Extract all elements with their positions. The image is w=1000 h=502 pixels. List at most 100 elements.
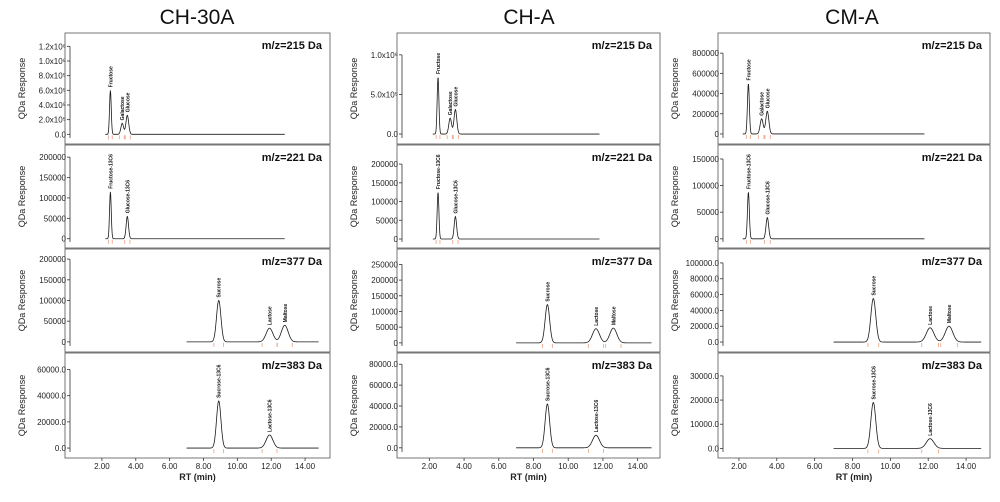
x-tick-label: 14.00 — [628, 462, 649, 471]
y-tick-label: 100000 — [692, 182, 719, 191]
x-tick-label: 4.00 — [128, 462, 144, 471]
peak-label: Fructose-13C6 — [436, 154, 442, 189]
chromatogram-trace — [186, 299, 319, 343]
x-axis: 2.00 4.00 6.00 8.00 10.00 12.00 14.00 RT (min) — [94, 458, 316, 482]
peak-label: Lactose-13C6 — [594, 400, 600, 433]
peak-label: Glucose-13C6 — [453, 180, 459, 214]
y-tick-label: 2.0x10⁵ — [39, 116, 66, 125]
x-tick-label: 12.00 — [261, 462, 282, 471]
y-tick-label: 100000 — [371, 307, 398, 316]
x-axis-label: RT (min) — [510, 472, 547, 482]
y-tick-label: 10000.0 — [690, 420, 719, 429]
y-tick-label: 400000 — [692, 90, 719, 99]
y-tick-label: 200000 — [692, 110, 719, 119]
peak-label: Sucrose — [871, 276, 877, 296]
chromatogram-trace — [186, 400, 319, 449]
y-tick-label: 100000.0 — [686, 259, 720, 268]
y-tick-label: 20000.0 — [690, 396, 719, 405]
x-axis: 2.00 4.00 6.00 8.00 10.00 12.00 14.00 RT (min) — [422, 458, 649, 482]
mz-label: m/z=377 Da — [262, 256, 323, 268]
chromatogram-panel: 0.0 5.0x10⁵ 1.0x10⁶ QDa Response m/z=215 Da F… — [349, 32, 661, 145]
y-tick-label: 0 — [394, 235, 399, 244]
x-tick-label: 2.00 — [422, 462, 438, 471]
y-tick-label: 150000 — [371, 179, 398, 188]
y-tick-label: 5.0x10⁵ — [371, 90, 398, 99]
panel-frame — [396, 144, 661, 249]
y-tick-label: 40000.0 — [37, 392, 66, 401]
y-axis-label: QDa Response — [17, 58, 27, 120]
chromatogram-panel: 0.0 10000.0 20000.0 30000.0 QDa Response m/z=… — [670, 352, 991, 482]
chromatogram-panel: 0.0 2.0x10⁵ 4.0x10⁵ 6.0x10⁵ 8.0x10⁵ 1.0x10⁶ 1.… — [17, 32, 331, 145]
x-tick-label: 12.00 — [918, 462, 939, 471]
y-tick-label: 60000.0 — [369, 381, 398, 390]
panel-frame — [396, 248, 661, 353]
peak-label: Sucrose-13C6 — [545, 367, 551, 401]
peak-label: Sucrose — [545, 282, 551, 302]
mz-label: m/z=215 Da — [262, 40, 323, 52]
y-tick-label: 100000 — [371, 198, 398, 207]
y-axis-label: QDa Response — [349, 375, 359, 437]
chromatogram-trace — [833, 298, 982, 343]
panel-frame — [717, 352, 991, 459]
y-tick-label: 200000 — [39, 255, 66, 264]
peak-label: Sucrose-13C6 — [871, 366, 877, 400]
panel-frame — [396, 32, 661, 145]
peak-label: Maltose — [283, 303, 289, 322]
peak-label: Fructose-13C6 — [746, 154, 752, 189]
x-tick-label: 8.00 — [526, 462, 542, 471]
peak-label: Lactose — [268, 306, 274, 325]
y-axis-label: QDa Response — [17, 270, 27, 332]
mz-label: m/z=383 Da — [592, 360, 653, 372]
chromatogram-panel: 0 50000 100000 150000 200000 QDa Response m/z=… — [17, 144, 331, 249]
peak-label: Glucose — [765, 88, 771, 108]
chromatogram-panel: 0 200000 400000 600000 800000 QDa Response m/z… — [670, 32, 991, 145]
panel-frame — [64, 248, 331, 353]
y-tick-label: 150000 — [39, 276, 66, 285]
y-tick-label: 200000 — [371, 160, 398, 169]
peak-label: Glucose — [453, 87, 459, 107]
chromatogram-trace — [105, 90, 285, 135]
chromatogram-trace — [833, 402, 982, 449]
peak-label: Maltose — [947, 304, 953, 323]
y-tick-label: 50000 — [44, 317, 67, 326]
y-axis-label: QDa Response — [670, 375, 680, 437]
peak-label: Galactose — [760, 92, 766, 116]
x-tick-label: 6.00 — [807, 462, 823, 471]
mz-label: m/z=377 Da — [592, 256, 653, 268]
y-tick-label: 50000 — [376, 323, 399, 332]
y-tick-label: 0.0 — [708, 444, 720, 453]
y-axis-label: QDa Response — [670, 166, 680, 228]
chromatogram-panel: 0 50000 100000 150000 200000 QDa Response m/z=… — [17, 248, 331, 353]
column-0: CH-30A 0.0 2.0x10⁵ 4.0x10⁵ 6.0x10⁵ 8.0x10⁵ 1.0… — [17, 6, 331, 482]
y-tick-label: 50000 — [44, 214, 67, 223]
y-tick-label: 0 — [394, 339, 399, 348]
mz-label: m/z=383 Da — [922, 360, 983, 372]
chromatogram-panel: 0 50000 100000 150000 200000 250000 QDa Respon… — [349, 248, 661, 353]
column-title: CM-A — [825, 6, 879, 29]
y-axis-label: QDa Response — [670, 58, 680, 120]
y-tick-label: 40000.0 — [690, 306, 719, 315]
column-title: CH-30A — [160, 6, 235, 29]
peak-label: Fructose — [746, 59, 752, 80]
y-tick-label: 20000.0 — [369, 423, 398, 432]
y-tick-label: 250000 — [371, 260, 398, 269]
x-tick-label: 8.00 — [196, 462, 212, 471]
chromatogram-panel: 0.0 20000.0 40000.0 60000.0 80000.0 QDa Respo… — [349, 352, 661, 482]
y-tick-label: 200000 — [371, 276, 398, 285]
y-tick-label: 600000 — [692, 69, 719, 78]
y-tick-label: 1.0x10⁶ — [371, 51, 398, 60]
y-axis-label: QDa Response — [349, 270, 359, 332]
y-tick-label: 100000 — [39, 194, 66, 203]
peak-label: Fructose — [108, 66, 114, 87]
x-axis: 2.00 4.00 6.00 8.00 10.00 12.00 14.00 RT (min) — [731, 458, 977, 482]
mz-label: m/z=215 Da — [922, 40, 983, 52]
y-tick-label: 0.0 — [708, 338, 720, 347]
mz-label: m/z=221 Da — [592, 152, 653, 164]
y-tick-label: 80000.0 — [369, 360, 398, 369]
mz-label: m/z=221 Da — [262, 152, 323, 164]
y-tick-label: 0 — [62, 235, 67, 244]
y-tick-label: 6.0x10⁵ — [39, 86, 66, 95]
y-tick-label: 80000.0 — [690, 275, 719, 284]
panel-frame — [396, 352, 661, 459]
y-tick-label: 4.0x10⁵ — [39, 101, 66, 110]
